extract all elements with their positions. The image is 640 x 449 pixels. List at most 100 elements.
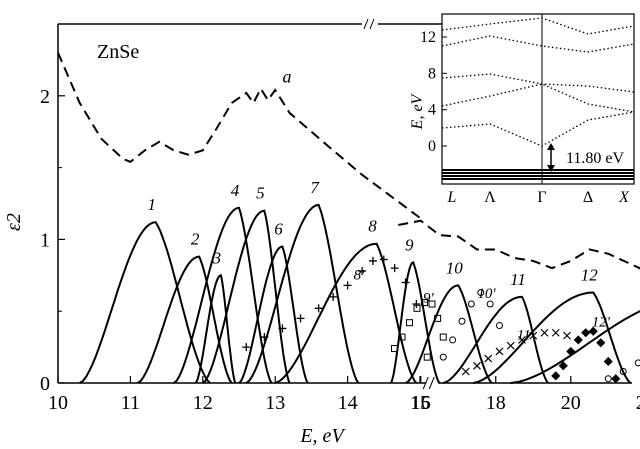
peak-label-10: 10	[446, 258, 464, 277]
point-8'	[242, 343, 251, 352]
point-12'	[558, 361, 568, 371]
inset-y-axis-title: E, eV	[409, 92, 426, 130]
inset-k-label: L	[447, 189, 457, 206]
point-11'	[551, 328, 560, 337]
point-13'	[604, 375, 612, 383]
inset-k-label: Γ	[537, 189, 546, 206]
gap-annotation: 11.80 eV	[566, 150, 625, 167]
peak-curve-4	[173, 206, 273, 384]
point-8'	[368, 256, 377, 265]
point-12'	[581, 328, 591, 338]
x-tick-label: 20	[561, 392, 581, 414]
peak-curve-5	[202, 209, 291, 384]
point-11'	[540, 328, 549, 337]
peak-curve-11	[442, 295, 550, 384]
point-11'	[563, 331, 571, 340]
point-9'	[421, 299, 428, 307]
inset-y-tick-label: 12	[420, 29, 436, 46]
point-8'	[314, 304, 323, 313]
transition-peaks	[79, 203, 640, 384]
x-tick-label: 11	[121, 392, 140, 414]
point-11'	[473, 361, 481, 370]
peak-curve-7	[245, 203, 360, 384]
peak-label-12: 12	[581, 266, 599, 285]
point-8'	[412, 300, 421, 309]
peak-curve-9	[389, 261, 441, 384]
series-label-11': 11'	[517, 328, 535, 344]
total-curve-label: a	[282, 67, 291, 87]
peak-curve-2	[137, 255, 233, 384]
point-9'	[423, 353, 431, 361]
point-8'	[343, 281, 352, 290]
point-8'	[260, 333, 269, 342]
experimental-point-series	[242, 255, 640, 384]
inset-conduction-band	[441, 73, 635, 93]
point-8'	[401, 278, 410, 287]
point-11'	[506, 341, 515, 350]
point-10'	[467, 300, 475, 308]
gap-arrow-head-up	[547, 143, 555, 150]
inset-k-label: Δ	[583, 189, 593, 206]
peak-curve-3	[194, 273, 237, 384]
peak-label-8: 8	[368, 217, 377, 236]
point-12'	[573, 335, 583, 345]
main-axes: 0121011121314151618202224	[40, 18, 640, 414]
total-curve-left	[57, 52, 421, 219]
point-9'	[428, 300, 436, 308]
point-9'	[398, 333, 406, 341]
y-tick-label: 0	[40, 373, 50, 395]
inset-conduction-band	[441, 17, 635, 35]
point-12'	[603, 356, 613, 367]
inset-conduction-band	[441, 83, 635, 113]
series-label-12': 12'	[592, 315, 611, 331]
total-epsilon2-curve	[57, 52, 640, 270]
inset-y-tick-label: 0	[428, 138, 436, 155]
point-10'	[449, 336, 457, 344]
x-tick-label: 16	[411, 392, 431, 414]
x-tick-label: 14	[338, 392, 358, 414]
point-11'	[518, 335, 526, 344]
x-axis-break-mark	[422, 376, 435, 390]
peak-label-11: 11	[510, 270, 526, 289]
x-axis-title: E, eV	[299, 425, 346, 447]
peak-curve-6	[238, 245, 309, 384]
point-8'	[390, 264, 399, 273]
peak-label-7: 7	[310, 178, 320, 197]
x-tick-label: 12	[193, 392, 213, 414]
inset-conduction-band	[441, 35, 635, 53]
series-label-10': 10'	[477, 286, 496, 302]
point-11'	[495, 347, 504, 356]
x-tick-label: 18	[486, 392, 506, 414]
point-12'	[566, 346, 576, 356]
material-label: ZnSe	[97, 41, 139, 63]
peak-curve-8	[274, 242, 418, 384]
peak-label-5: 5	[256, 184, 265, 203]
peak-label-3: 3	[212, 248, 222, 267]
inset-y-tick-label: 8	[428, 65, 436, 82]
point-10'	[439, 353, 447, 361]
point-10'	[477, 289, 485, 297]
y-tick-label: 2	[40, 86, 50, 108]
inset-y-tick-label: 4	[428, 102, 436, 119]
peak-label-2: 2	[191, 230, 200, 249]
peak-label-9: 9	[405, 235, 414, 254]
point-9'	[434, 314, 442, 322]
peak-label-4: 4	[231, 181, 240, 200]
point-12'	[596, 338, 606, 348]
point-10'	[496, 322, 503, 330]
point-13'	[619, 368, 627, 376]
point-12'	[588, 326, 598, 336]
point-10'	[458, 317, 466, 325]
point-9'	[391, 345, 398, 353]
x-tick-label: 15	[410, 392, 430, 414]
point-8'	[358, 266, 367, 275]
point-9'	[406, 319, 413, 327]
point-10'	[486, 300, 494, 308]
point-8'	[329, 292, 338, 301]
inset-k-label: Λ	[484, 189, 496, 206]
band-structure-inset: 0 4 8 12 L Λ Γ Δ X E, eV 11.80 eV	[409, 13, 635, 206]
inset-bands: 0 4 8 12 L Λ Γ Δ X	[420, 14, 635, 206]
x-tick-label: 22	[636, 392, 640, 414]
peak-curve-12	[472, 291, 632, 384]
